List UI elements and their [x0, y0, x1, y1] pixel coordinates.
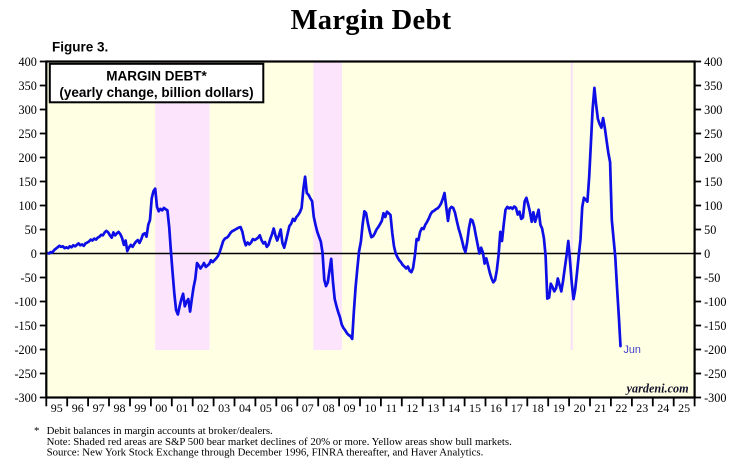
svg-text:Jun: Jun [624, 344, 641, 356]
svg-text:150: 150 [19, 175, 37, 189]
svg-text:(yearly change, billion dollar: (yearly change, billion dollars) [59, 85, 253, 100]
svg-text:Debit balances in margin accou: Debit balances in margin accounts at bro… [47, 425, 273, 437]
svg-text:22: 22 [615, 401, 627, 415]
svg-text:-300: -300 [14, 391, 36, 405]
svg-text:0: 0 [704, 247, 710, 261]
svg-text:07: 07 [302, 401, 314, 415]
svg-text:15: 15 [469, 401, 481, 415]
svg-text:04: 04 [239, 401, 251, 415]
svg-text:97: 97 [93, 401, 105, 415]
svg-text:00: 00 [155, 401, 167, 415]
svg-text:21: 21 [595, 401, 607, 415]
svg-text:08: 08 [323, 401, 335, 415]
svg-text:09: 09 [344, 401, 356, 415]
svg-text:100: 100 [19, 199, 37, 213]
svg-text:98: 98 [114, 401, 126, 415]
svg-text:06: 06 [281, 401, 293, 415]
svg-text:19: 19 [553, 401, 565, 415]
svg-text:50: 50 [25, 223, 37, 237]
svg-text:400: 400 [19, 55, 37, 69]
svg-text:24: 24 [657, 401, 669, 415]
svg-text:-150: -150 [704, 319, 726, 333]
svg-text:13: 13 [427, 401, 439, 415]
svg-text:10: 10 [365, 401, 377, 415]
svg-text:14: 14 [448, 401, 460, 415]
svg-text:99: 99 [134, 401, 146, 415]
svg-text:-250: -250 [14, 367, 36, 381]
svg-text:17: 17 [511, 401, 523, 415]
svg-text:400: 400 [704, 55, 722, 69]
svg-text:250: 250 [704, 127, 722, 141]
svg-text:350: 350 [704, 79, 722, 93]
svg-text:350: 350 [19, 79, 37, 93]
svg-text:18: 18 [532, 401, 544, 415]
svg-text:16: 16 [490, 401, 502, 415]
svg-text:20: 20 [574, 401, 586, 415]
svg-text:-300: -300 [704, 391, 726, 405]
svg-text:25: 25 [678, 401, 690, 415]
svg-text:96: 96 [72, 401, 84, 415]
svg-text:200: 200 [19, 151, 37, 165]
svg-text:100: 100 [704, 199, 722, 213]
svg-text:*: * [34, 425, 39, 437]
svg-text:-100: -100 [14, 295, 36, 309]
svg-text:-150: -150 [14, 319, 36, 333]
svg-text:-250: -250 [704, 367, 726, 381]
svg-text:150: 150 [704, 175, 722, 189]
svg-text:95: 95 [51, 401, 63, 415]
svg-text:Figure 3.: Figure 3. [52, 40, 108, 55]
svg-text:200: 200 [704, 151, 722, 165]
svg-text:05: 05 [260, 401, 272, 415]
svg-text:02: 02 [197, 401, 209, 415]
svg-text:03: 03 [218, 401, 230, 415]
svg-text:Margin Debt: Margin Debt [291, 5, 452, 36]
svg-text:12: 12 [406, 401, 418, 415]
svg-text:-200: -200 [14, 343, 36, 357]
svg-text:01: 01 [176, 401, 188, 415]
svg-text:-200: -200 [704, 343, 726, 357]
svg-text:-100: -100 [704, 295, 726, 309]
svg-text:Source: New York Stock Exchang: Source: New York Stock Exchange through … [47, 447, 484, 459]
svg-text:50: 50 [704, 223, 716, 237]
svg-text:300: 300 [19, 103, 37, 117]
svg-text:300: 300 [704, 103, 722, 117]
svg-text:Note: Shaded red areas are S&P: Note: Shaded red areas are S&P 500 bear … [47, 436, 512, 448]
svg-text:-50: -50 [704, 271, 720, 285]
svg-text:250: 250 [19, 127, 37, 141]
svg-text:11: 11 [386, 401, 398, 415]
svg-text:yardeni.com: yardeni.com [625, 382, 689, 396]
svg-text:MARGIN DEBT*: MARGIN DEBT* [106, 69, 207, 84]
svg-text:-50: -50 [21, 271, 37, 285]
svg-text:0: 0 [31, 247, 37, 261]
svg-text:23: 23 [636, 401, 648, 415]
